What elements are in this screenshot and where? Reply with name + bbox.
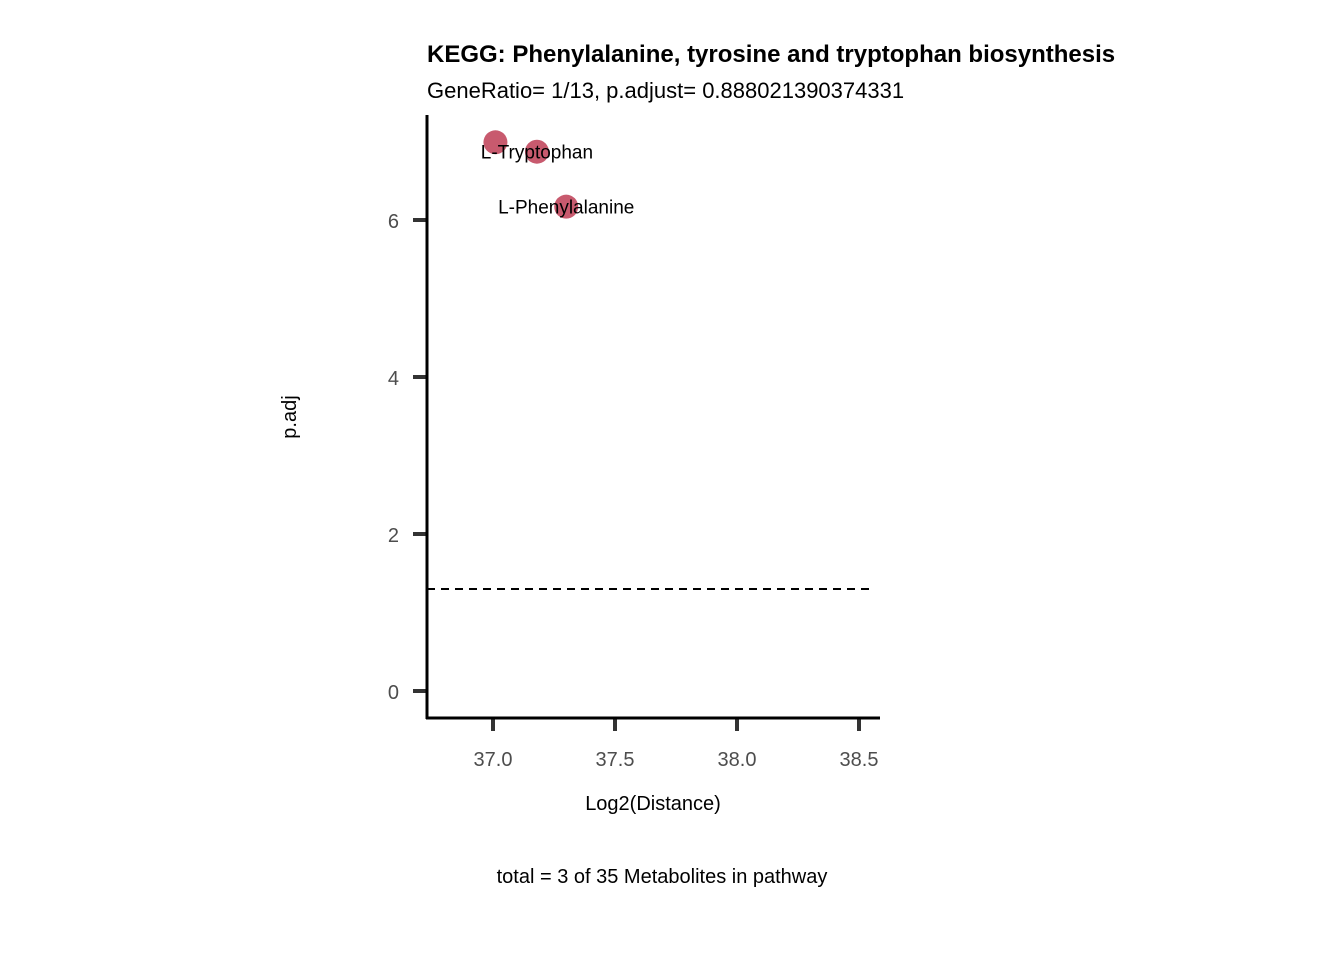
chart-subtitle: GeneRatio= 1/13, p.adjust= 0.88802139037… — [427, 78, 904, 103]
y-tick-label: 0 — [388, 682, 399, 704]
x-tick-label: 37.5 — [596, 749, 635, 771]
x-tick-label: 38.5 — [840, 749, 879, 771]
point-label: L-Phenylalanine — [498, 198, 634, 219]
data-point — [483, 130, 508, 155]
x-tick-label: 37.0 — [474, 749, 513, 771]
y-tick-label: 6 — [388, 211, 399, 233]
x-axis-label: Log2(Distance) — [585, 793, 721, 815]
chart-caption: total = 3 of 35 Metabolites in pathway — [497, 866, 828, 888]
data-point — [554, 194, 579, 219]
plot-area: 37.0 37.5 38.0 38.5 0 2 4 6 L-Tryptophan L-Phenyl… — [388, 130, 879, 771]
point-label: L-Tryptophan — [481, 143, 593, 164]
chart-title: KEGG: Phenylalanine, tyrosine and trypto… — [427, 41, 1115, 68]
x-tick-label: 38.0 — [718, 749, 757, 771]
y-tick-label: 4 — [388, 368, 399, 390]
y-axis-label: p.adj — [279, 395, 301, 438]
y-tick-label: 2 — [388, 525, 399, 547]
data-point — [524, 139, 549, 164]
